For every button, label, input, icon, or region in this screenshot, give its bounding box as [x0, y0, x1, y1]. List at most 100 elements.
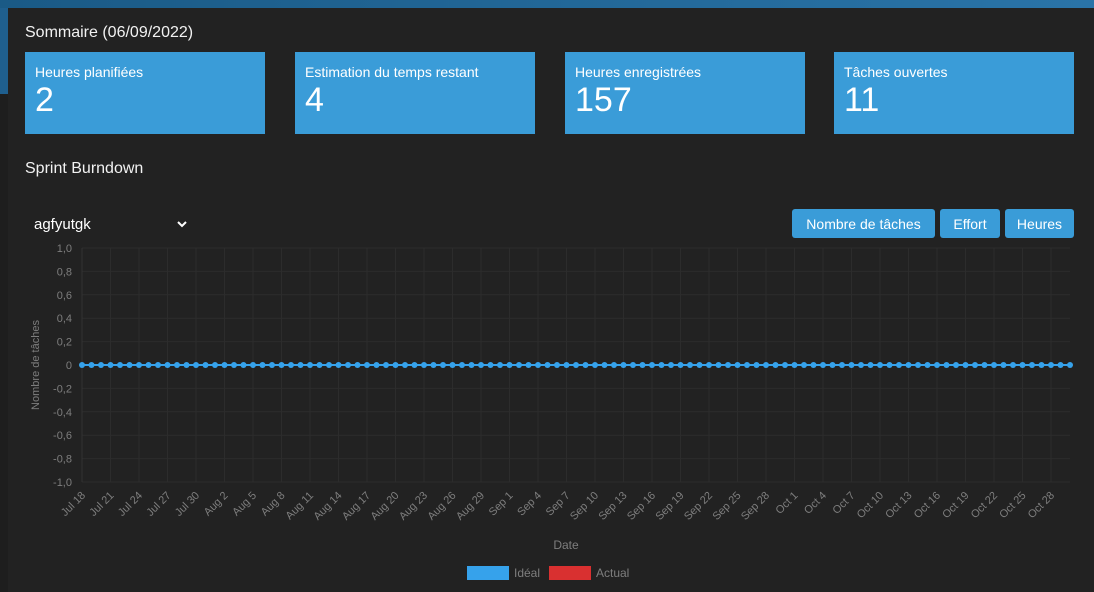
data-point: [440, 362, 446, 368]
data-point: [278, 362, 285, 368]
data-point: [649, 362, 655, 368]
x-tick-label: Oct 4: [802, 490, 829, 517]
data-point: [1010, 362, 1016, 368]
data-point: [497, 362, 503, 368]
data-point: [972, 362, 978, 368]
data-point: [1029, 362, 1035, 368]
data-point: [725, 362, 731, 368]
data-point: [354, 362, 361, 368]
data-point: [1067, 362, 1073, 368]
x-tick-label: Jul 21: [87, 490, 116, 519]
y-tick-label: -0,4: [53, 407, 72, 419]
data-point: [924, 362, 931, 368]
data-point: [554, 362, 560, 368]
stat-label: Heures planifiées: [35, 64, 144, 80]
y-tick-label: 0,4: [57, 313, 72, 325]
stat-card-remaining-estimate: Estimation du temps restant 4: [295, 52, 535, 134]
x-tick-label: Oct 25: [997, 490, 1028, 521]
data-point: [620, 362, 627, 368]
x-tick-label: Oct 22: [969, 490, 1000, 521]
data-point: [981, 362, 988, 368]
burndown-chart: 1,00,80,60,40,20-0,2-0,4-0,6-0,8-1,0Jul …: [30, 243, 1073, 580]
burndown-title: Sprint Burndown: [25, 160, 144, 177]
stat-value: 11: [844, 81, 880, 119]
data-point: [706, 362, 712, 368]
stat-label: Estimation du temps restant: [305, 64, 479, 80]
y-axis-title: Nombre de tâches: [30, 320, 42, 410]
x-tick-label: Oct 1: [774, 490, 801, 517]
data-point: [516, 362, 522, 368]
data-point: [592, 362, 598, 368]
data-point: [858, 362, 864, 368]
x-tick-label: Aug 2: [202, 490, 231, 519]
x-tick-label: Oct 10: [855, 490, 886, 521]
data-point: [145, 362, 152, 368]
y-tick-label: 1,0: [57, 243, 72, 255]
x-tick-label: Jul 27: [144, 490, 173, 519]
data-point: [117, 362, 123, 368]
data-point: [611, 362, 617, 368]
data-point: [240, 362, 247, 368]
data-point: [877, 362, 883, 368]
x-tick-label: Aug 5: [230, 490, 259, 519]
data-point: [307, 362, 313, 368]
x-tick-label: Sep 4: [515, 490, 544, 519]
x-tick-label: Jul 24: [116, 490, 145, 519]
data-point: [573, 362, 579, 368]
data-point: [164, 362, 171, 368]
x-tick-label: Aug 29: [454, 490, 487, 523]
data-point: [896, 362, 902, 368]
data-point: [421, 362, 427, 368]
x-tick-label: Aug 23: [397, 490, 430, 523]
stat-label: Heures enregistrées: [575, 64, 702, 80]
x-tick-label: Oct 28: [1026, 490, 1057, 521]
data-point: [839, 362, 845, 368]
x-tick-label: Aug 17: [340, 490, 373, 523]
stat-value: 2: [35, 81, 54, 119]
data-point: [696, 362, 703, 368]
data-point: [1057, 362, 1064, 368]
x-tick-label: Aug 14: [311, 490, 344, 523]
stat-card-planned-hours: Heures planifiées 2: [25, 52, 265, 134]
data-point: [155, 362, 161, 368]
legend-label: Actual: [596, 566, 629, 580]
x-tick-label: Oct 19: [940, 490, 971, 521]
stat-card-logged-hours: Heures enregistrées 157: [565, 52, 805, 134]
legend-swatch: [549, 566, 591, 580]
y-tick-label: -0,2: [53, 383, 72, 395]
effort-button[interactable]: Effort: [940, 209, 1000, 238]
tasks-count-button[interactable]: Nombre de tâches: [792, 209, 935, 238]
data-point: [468, 362, 475, 368]
x-tick-label: Sep 22: [682, 490, 715, 523]
data-point: [848, 362, 855, 368]
data-point: [506, 362, 513, 368]
x-tick-label: Sep 16: [625, 490, 658, 523]
data-point: [259, 362, 266, 368]
data-point: [136, 362, 142, 368]
window-side-bar: [0, 8, 8, 94]
data-point: [478, 362, 484, 368]
x-axis-title: Date: [553, 538, 579, 552]
data-point: [1038, 362, 1045, 368]
data-point: [174, 362, 180, 368]
legend-swatch: [467, 566, 509, 580]
data-point: [345, 362, 351, 368]
data-point: [772, 362, 779, 368]
x-tick-label: Oct 13: [883, 490, 914, 521]
data-point: [886, 362, 893, 368]
data-point: [373, 362, 380, 368]
hours-button[interactable]: Heures: [1005, 209, 1074, 238]
y-tick-label: 0,6: [57, 290, 72, 302]
data-point: [392, 362, 399, 368]
data-point: [383, 362, 389, 368]
data-point: [791, 362, 798, 368]
x-tick-label: Sep 1: [487, 490, 516, 519]
data-point: [126, 362, 133, 368]
y-tick-label: -0,8: [53, 454, 72, 466]
data-point: [734, 362, 741, 368]
data-point: [962, 362, 969, 368]
data-point: [288, 362, 294, 368]
sprint-select[interactable]: agfyutgk: [26, 212, 190, 236]
y-tick-label: -1,0: [53, 477, 72, 489]
data-point: [1000, 362, 1007, 368]
